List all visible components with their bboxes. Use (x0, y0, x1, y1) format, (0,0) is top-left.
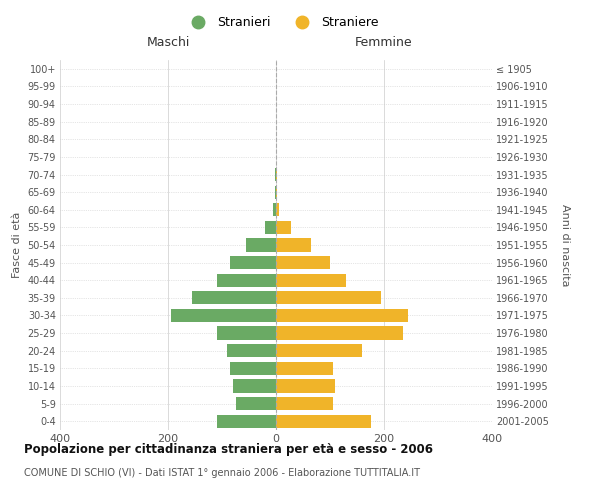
Bar (276, 186, 277, 198)
Bar (276, 203, 278, 216)
Bar (275, 186, 276, 198)
Y-axis label: Anni di nascita: Anni di nascita (560, 204, 570, 286)
Bar (275, 168, 276, 181)
Bar (265, 221, 276, 234)
Bar (217, 414, 276, 428)
Bar (276, 309, 408, 322)
Bar (193, 291, 276, 304)
Bar (247, 238, 276, 252)
Text: COMUNE DI SCHIO (VI) - Dati ISTAT 1° gennaio 2006 - Elaborazione TUTTITALIA.IT: COMUNE DI SCHIO (VI) - Dati ISTAT 1° gen… (24, 468, 420, 477)
Bar (276, 326, 403, 340)
Bar (276, 344, 362, 358)
Bar (171, 309, 276, 322)
Bar (276, 362, 332, 375)
Bar (276, 274, 346, 287)
Bar (233, 380, 276, 392)
Bar (276, 414, 371, 428)
Bar (276, 397, 332, 410)
Text: Popolazione per cittadinanza straniera per età e sesso - 2006: Popolazione per cittadinanza straniera p… (24, 442, 433, 456)
Bar (230, 256, 276, 269)
Text: Maschi: Maschi (146, 36, 190, 50)
Bar (230, 362, 276, 375)
Bar (227, 344, 276, 358)
Bar (276, 221, 291, 234)
Bar (276, 291, 382, 304)
Y-axis label: Fasce di età: Fasce di età (12, 212, 22, 278)
Bar (276, 256, 330, 269)
Bar (276, 380, 335, 392)
Bar (217, 274, 276, 287)
Legend: Stranieri, Straniere: Stranieri, Straniere (181, 11, 383, 34)
Bar (276, 238, 311, 252)
Text: Femmine: Femmine (355, 36, 413, 50)
Bar (217, 326, 276, 340)
Bar (274, 203, 276, 216)
Bar (235, 397, 276, 410)
